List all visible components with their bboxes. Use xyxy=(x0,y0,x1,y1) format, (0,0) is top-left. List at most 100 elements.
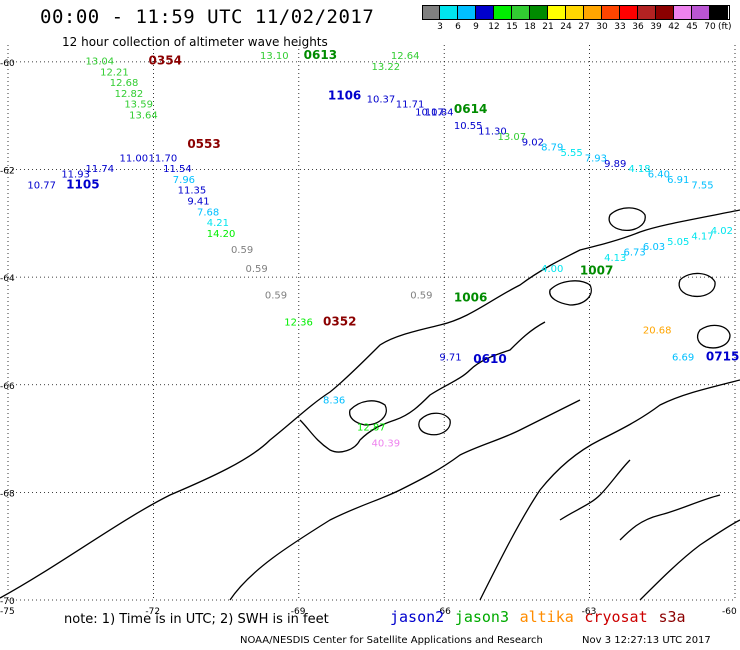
swh-value: 10.17 xyxy=(415,108,444,119)
colorbar-cell xyxy=(548,5,566,19)
colorbar-unit: (ft) xyxy=(718,22,732,32)
coastline-peninsula-west xyxy=(299,321,546,453)
colorbar-frame xyxy=(422,5,730,20)
swh-value: 4.02 xyxy=(711,226,733,237)
colorbar-cell xyxy=(512,5,530,19)
swh-value: 13.59 xyxy=(124,100,153,111)
colorbar-cell xyxy=(584,5,602,19)
latitude-label: -68 xyxy=(0,489,15,499)
colorbar-cell xyxy=(494,5,512,19)
swh-value: 13.22 xyxy=(372,62,401,73)
swh-value: 10.37 xyxy=(367,94,396,105)
credit-text: NOAA/NESDIS Center for Satellite Applica… xyxy=(240,635,543,646)
lat-lon-grid xyxy=(7,45,736,601)
swh-value: 5.05 xyxy=(667,237,689,248)
colorbar-label: 70 xyxy=(704,22,716,32)
swh-value: 11.30 xyxy=(478,127,507,138)
swh-value: 4.17 xyxy=(691,231,713,242)
colorbar-cell xyxy=(656,5,674,19)
colorbar-cell xyxy=(620,5,638,19)
latitude-label: -66 xyxy=(0,382,15,392)
colorbar-label: 33 xyxy=(614,22,626,32)
swh-value: 11.70 xyxy=(149,153,178,164)
pass-time-label: 0614 xyxy=(454,102,487,116)
swh-value: 8.79 xyxy=(541,143,563,154)
swh-value: 12.36 xyxy=(284,318,313,329)
swh-value: 11.00 xyxy=(119,153,148,164)
pass-time-label: 0553 xyxy=(187,137,220,151)
coastline-island-5 xyxy=(678,272,716,298)
coastline-east-islands xyxy=(559,459,721,541)
swh-value: 4.21 xyxy=(207,218,229,229)
swh-value: 11.54 xyxy=(163,164,192,175)
colorbar-cell xyxy=(692,5,710,19)
swh-value: 10.55 xyxy=(454,121,483,132)
coastline-island-4 xyxy=(608,207,646,231)
longitude-label: -66 xyxy=(436,607,451,617)
colorbar-label: 3 xyxy=(437,22,443,32)
colorbar-cell xyxy=(530,5,548,19)
colorbar-cell xyxy=(710,5,728,19)
swh-value: 4.00 xyxy=(541,264,563,275)
colorbar-label: 39 xyxy=(650,22,662,32)
colorbar-label: 18 xyxy=(524,22,536,32)
pass-time-label: 1007 xyxy=(580,263,613,277)
swh-value: 6.73 xyxy=(624,248,646,259)
generated-timestamp: Nov 3 12:27:13 UTC 2017 xyxy=(582,635,711,646)
swh-value: 12.68 xyxy=(110,78,139,89)
swh-value: 10.77 xyxy=(27,180,56,191)
legend-entry-altika: altika xyxy=(519,608,574,626)
swh-value: 13.10 xyxy=(260,51,289,62)
pass-time-label: 1105 xyxy=(66,177,99,191)
coastline-island-3 xyxy=(549,280,592,306)
legend-entry-s3a: s3a xyxy=(658,608,686,626)
coastline-south-shelf xyxy=(639,519,740,601)
colorbar-cell xyxy=(602,5,620,19)
pass-time-label: 1006 xyxy=(454,290,487,304)
swh-value: 5.55 xyxy=(561,148,583,159)
swh-value: 20.68 xyxy=(643,326,672,337)
coastline xyxy=(0,207,740,601)
swh-value: 7.96 xyxy=(173,175,195,186)
coastline-alexander-island xyxy=(229,399,581,601)
pass-time-label: 0610 xyxy=(473,352,506,366)
colorbar-cell xyxy=(674,5,692,19)
swh-value: 12.82 xyxy=(115,89,144,100)
swh-value: 7.68 xyxy=(197,207,219,218)
pass-time-label: 0352 xyxy=(323,315,356,329)
longitude-label: -63 xyxy=(582,607,597,617)
longitude-label: -69 xyxy=(291,607,306,617)
legend-entry-jason2: jason2 xyxy=(390,608,445,626)
swh-value: 0.59 xyxy=(245,264,267,275)
swh-value: 9.89 xyxy=(604,159,626,170)
swh-value: 11.71 xyxy=(396,100,425,111)
swh-value: 8.36 xyxy=(323,396,345,407)
swh-value: 7.55 xyxy=(691,180,713,191)
latitude-label: -60 xyxy=(0,59,15,69)
legend-entry-cryosat: cryosat xyxy=(584,608,648,626)
latitude-label: -62 xyxy=(0,167,15,177)
legend-entry-jason3: jason3 xyxy=(454,608,509,626)
swh-value: 9.02 xyxy=(522,137,544,148)
latitude-label: -64 xyxy=(0,274,15,284)
latitude-label: -70 xyxy=(0,597,15,607)
coastline-island-2 xyxy=(418,412,451,436)
swh-value: 6.03 xyxy=(643,242,665,253)
swh-value: 14.20 xyxy=(207,229,236,240)
swh-value: 11.35 xyxy=(178,186,207,197)
colorbar-label: 42 xyxy=(668,22,680,32)
colorbar-label: 24 xyxy=(560,22,572,32)
swh-value: 4.18 xyxy=(628,164,650,175)
colorbar-label: 30 xyxy=(596,22,608,32)
swh-value: 6.40 xyxy=(648,170,670,181)
page-title: 00:00 - 11:59 UTC 11/02/2017 xyxy=(40,6,375,28)
colorbar-cell xyxy=(638,5,656,19)
colorbar-label: 21 xyxy=(542,22,554,32)
swh-value: 40.39 xyxy=(372,439,401,450)
note-text: note: 1) Time is in UTC; 2) SWH is in fe… xyxy=(64,612,329,627)
coastline-east xyxy=(479,379,740,601)
swh-value: 13.07 xyxy=(498,132,527,143)
swh-value: 0.59 xyxy=(410,291,432,302)
coastline-mainland xyxy=(0,209,740,599)
